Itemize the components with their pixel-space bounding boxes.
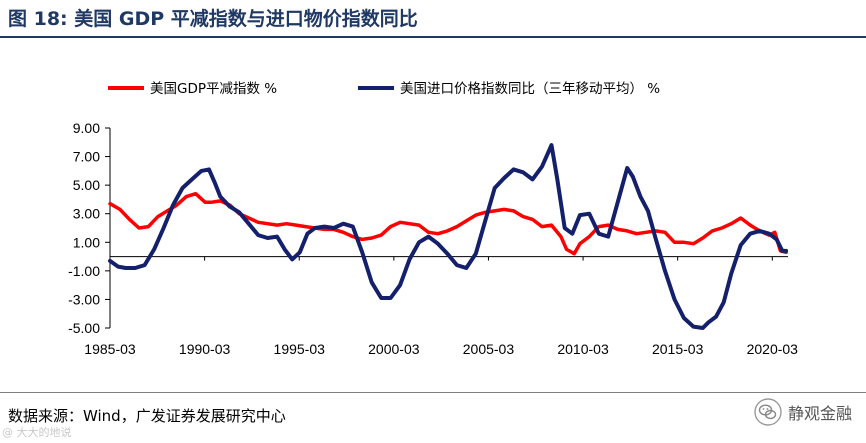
chart: 美国GDP平减指数 % 美国进口价格指数同比（三年移动平均） % -5.00 -3.0… [68,81,799,357]
y-tick-label: 5.00 [73,177,100,193]
watermark: @ 大大的地说 [2,426,72,439]
legend-label-2: 美国进口价格指数同比（三年移动平均） % [400,81,660,97]
wechat-icon [754,398,782,426]
x-tick-label: 2020-03 [747,341,799,357]
series-line-2 [108,143,789,330]
brand-name: 静观金融 [787,404,852,423]
x-tick-label: 1995-03 [274,341,326,357]
x-tick-label: 2000-03 [368,341,420,357]
x-tick-label: 1985-03 [84,341,136,357]
brand-logo: 静观金融 [754,398,852,426]
data-source-note: 数据来源：Wind，广发证券发展研究中心 [8,407,286,425]
footer-divider [0,392,866,393]
x-tick-label: 1990-03 [179,341,231,357]
series-line-1 [108,191,788,256]
y-tick-label: 1.00 [73,234,100,250]
figure-title: 图 18: 美国 GDP 平减指数与进口物价指数同比 [8,8,418,30]
y-tick-label: -3.00 [68,291,100,307]
x-tick-label: 2005-03 [463,341,515,357]
y-tick-label: -1.00 [68,263,100,279]
y-tick-label: 9.00 [73,120,100,136]
y-tick-label: 7.00 [73,149,100,165]
y-tick-label: -5.00 [68,320,100,336]
title-divider [0,36,866,38]
x-tick-label: 2010-03 [557,341,609,357]
y-tick-label: 3.00 [73,206,100,222]
x-tick-label: 2015-03 [652,341,704,357]
legend-label-1: 美国GDP平减指数 % [150,81,277,97]
